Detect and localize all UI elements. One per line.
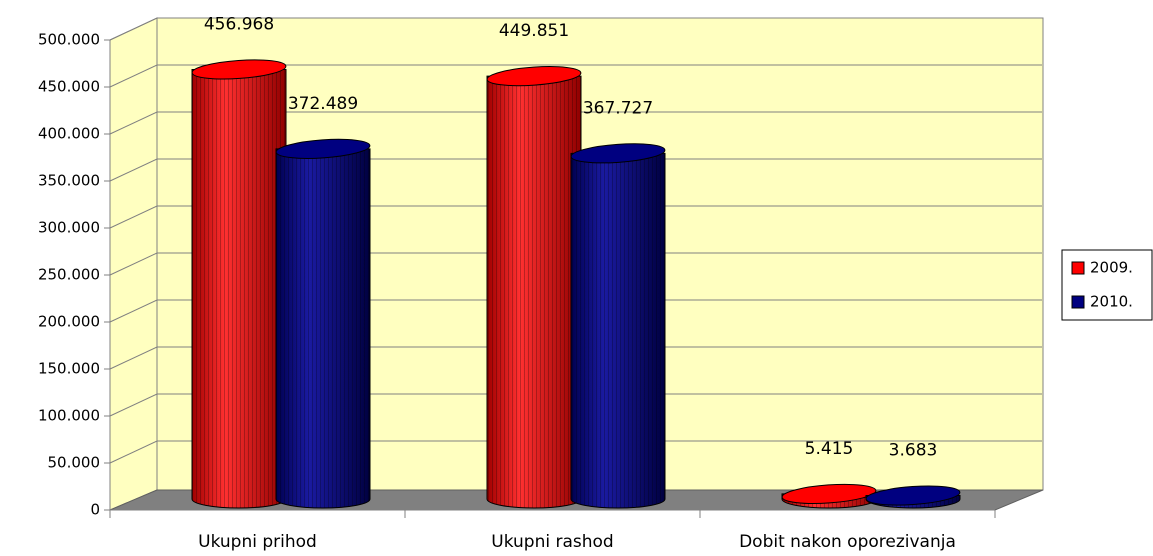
grid-line [109,205,1042,229]
grid-line [109,440,1042,464]
grid-line [109,64,1042,88]
cylinder-top [486,66,582,87]
cylinder-stripes [571,153,665,509]
cylinder-top [781,483,877,504]
grid-line [109,111,1042,135]
y-tick-label: 250.000 [38,266,100,284]
grid-line [109,252,1042,276]
y-tick-label: 450.000 [38,78,100,96]
cylinder-top [191,59,287,80]
data-label: 367.727 [583,98,653,118]
grid-line [109,393,1042,417]
legend-swatch [1071,295,1085,309]
legend-label: 2009. [1090,259,1133,277]
y-tick-label: 400.000 [38,125,100,143]
cylinder-top [865,485,961,506]
data-label: 449.851 [499,21,569,41]
grid-line [109,346,1042,370]
y-tick-label: 50.000 [48,454,101,472]
data-label: 5.415 [805,439,854,459]
y-tick-label: 500.000 [38,31,100,49]
cylinder-top [275,138,371,159]
y-tick-label: 100.000 [38,407,100,425]
grid-line [109,299,1042,323]
grid-line [109,17,1042,41]
grid-line [109,158,1042,182]
data-label: 456.968 [204,14,274,34]
x-tick-label: Ukupni rashod [491,532,613,552]
cylinder-stripes [276,148,370,508]
y-tick-label: 0 [90,501,100,519]
cylinder-stripes [487,76,581,508]
legend-swatch [1071,261,1085,275]
y-tick-label: 350.000 [38,172,100,190]
cylinder-top [570,143,666,164]
x-tick-label: Dobit nakon oporezivanja [739,532,956,552]
data-label: 372.489 [288,94,358,114]
x-tick-label: Ukupni prihod [198,532,317,552]
y-tick-label: 300.000 [38,219,100,237]
y-tick-label: 150.000 [38,360,100,378]
y-tick-label: 200.000 [38,313,100,331]
legend-label: 2010. [1090,293,1133,311]
cylinder-stripes [192,69,286,509]
data-label: 3.683 [889,441,938,461]
